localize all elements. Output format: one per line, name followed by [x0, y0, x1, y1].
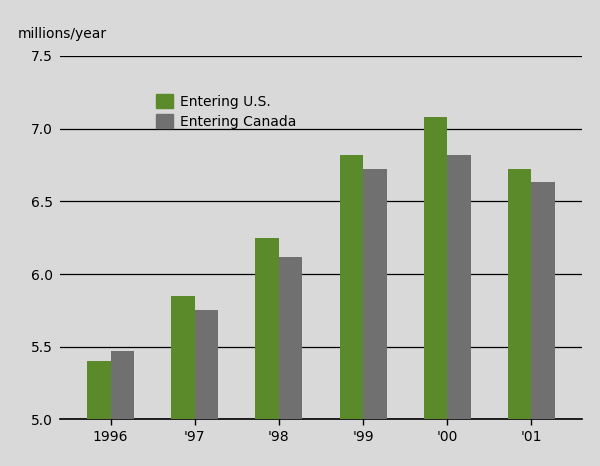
- Bar: [508, 169, 532, 466]
- Bar: [532, 182, 555, 466]
- Bar: [424, 117, 447, 466]
- Bar: [110, 351, 134, 466]
- Bar: [256, 238, 279, 466]
- Bar: [171, 296, 195, 466]
- Bar: [340, 155, 363, 466]
- Bar: [87, 361, 110, 466]
- Text: millions/year: millions/year: [18, 27, 107, 41]
- Bar: [447, 155, 471, 466]
- Bar: [195, 310, 218, 466]
- Bar: [279, 257, 302, 466]
- Bar: [363, 169, 386, 466]
- Legend: Entering U.S., Entering Canada: Entering U.S., Entering Canada: [151, 89, 302, 135]
